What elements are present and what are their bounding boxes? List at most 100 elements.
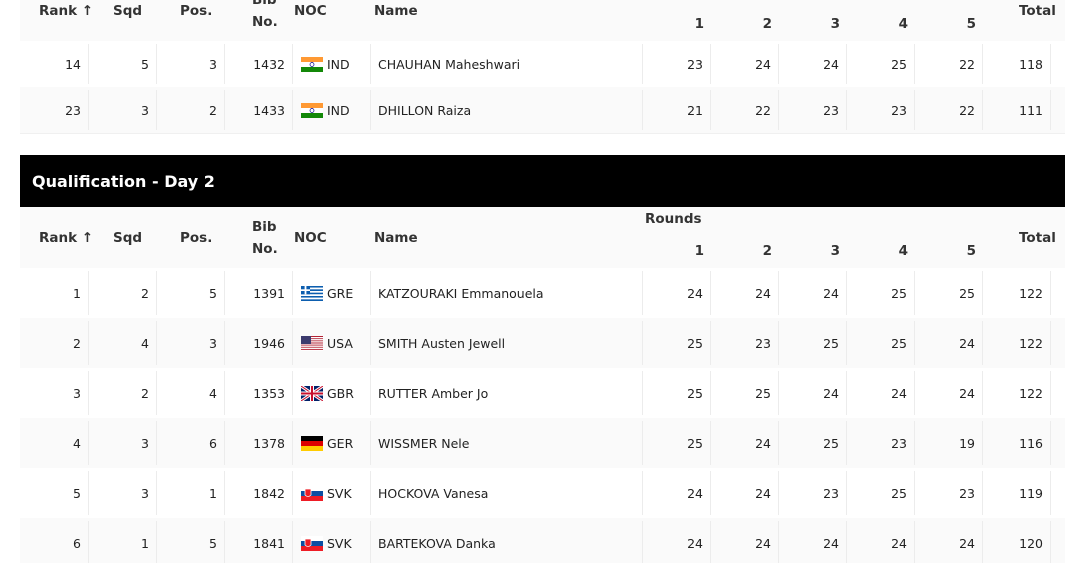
column-divider <box>778 271 779 315</box>
column-divider <box>292 271 293 315</box>
header-row <box>20 207 1065 269</box>
column-divider <box>292 471 293 515</box>
athlete-name: SMITH Austen Jewell <box>378 335 506 351</box>
round-number-header: 1 <box>694 15 704 32</box>
rounds-header: Rounds <box>645 211 702 227</box>
column-divider <box>88 371 89 415</box>
bib: 1378 <box>253 435 285 451</box>
column-divider <box>710 321 711 365</box>
column-divider <box>156 90 157 130</box>
noc-code: GER <box>327 435 354 451</box>
round-score: 25 <box>687 385 703 401</box>
total: 122 <box>1019 385 1043 401</box>
noc-code: SVK <box>327 485 352 501</box>
total: 119 <box>1019 485 1043 501</box>
athlete-name: DHILLON Raiza <box>378 102 472 118</box>
rank: 4 <box>73 435 81 451</box>
column-divider <box>710 44 711 84</box>
noc-code: IND <box>327 102 350 118</box>
flag-icon <box>301 486 323 501</box>
column-divider <box>156 321 157 365</box>
column-divider <box>370 44 371 84</box>
result-row <box>20 268 1065 319</box>
noc-code: SVK <box>327 535 352 551</box>
bib-header: Bib No. <box>252 218 278 257</box>
flag-icon <box>301 436 323 451</box>
round-number-header: 5 <box>966 242 976 259</box>
result-row <box>20 41 1065 88</box>
round-score: 25 <box>891 485 907 501</box>
column-divider <box>846 90 847 130</box>
sqd-header: Sqd <box>113 2 143 19</box>
column-divider <box>224 44 225 84</box>
round-score: 24 <box>755 56 771 72</box>
round-score: 24 <box>959 335 975 351</box>
round-score: 24 <box>687 485 703 501</box>
rank: 3 <box>73 385 81 401</box>
column-divider <box>846 271 847 315</box>
total-header: Total <box>1019 229 1056 246</box>
column-divider <box>778 521 779 563</box>
flag-icon <box>301 336 323 351</box>
bib: 1353 <box>253 385 285 401</box>
bib: 1842 <box>253 485 285 501</box>
bib: 1432 <box>253 56 285 72</box>
rank-header: Rank ↑ <box>39 229 94 246</box>
round-score: 25 <box>823 435 839 451</box>
column-divider <box>846 371 847 415</box>
sqd: 3 <box>141 435 149 451</box>
pos-header: Pos. <box>180 229 213 246</box>
round-score: 21 <box>687 102 703 118</box>
column-divider <box>710 90 711 130</box>
column-divider <box>982 271 983 315</box>
round-number-header: 1 <box>694 242 704 259</box>
column-divider <box>224 471 225 515</box>
column-divider <box>224 371 225 415</box>
column-divider <box>1050 321 1051 365</box>
column-divider <box>292 321 293 365</box>
total: 122 <box>1019 285 1043 301</box>
noc-code: USA <box>327 335 353 351</box>
column-divider <box>710 521 711 563</box>
flag-icon <box>301 286 323 301</box>
round-number-header: 4 <box>898 15 908 32</box>
round-score: 24 <box>755 435 771 451</box>
column-divider <box>846 44 847 84</box>
column-divider <box>292 371 293 415</box>
round-score: 22 <box>755 102 771 118</box>
sqd: 1 <box>141 535 149 551</box>
column-divider <box>778 44 779 84</box>
column-divider <box>914 521 915 563</box>
column-divider <box>914 471 915 515</box>
column-divider <box>1050 271 1051 315</box>
round-score: 24 <box>755 485 771 501</box>
column-divider <box>778 321 779 365</box>
round-number-header: 3 <box>830 242 840 259</box>
result-row <box>20 468 1065 519</box>
column-divider <box>642 90 643 130</box>
column-divider <box>710 421 711 465</box>
flag-icon <box>301 386 323 401</box>
column-divider <box>224 521 225 563</box>
bib: 1841 <box>253 535 285 551</box>
column-divider <box>778 90 779 130</box>
sqd: 3 <box>141 102 149 118</box>
round-score: 24 <box>755 285 771 301</box>
round-score: 24 <box>823 385 839 401</box>
round-score: 24 <box>891 535 907 551</box>
column-divider <box>982 371 983 415</box>
round-number-header: 5 <box>966 15 976 32</box>
column-divider <box>778 471 779 515</box>
bib-header: Bib No. <box>252 0 278 30</box>
column-divider <box>88 271 89 315</box>
column-divider <box>642 471 643 515</box>
pos: 3 <box>209 335 217 351</box>
column-divider <box>370 371 371 415</box>
column-divider <box>914 90 915 130</box>
column-divider <box>642 321 643 365</box>
round-score: 24 <box>755 535 771 551</box>
round-score: 22 <box>959 102 975 118</box>
round-score: 24 <box>823 56 839 72</box>
round-score: 22 <box>959 56 975 72</box>
